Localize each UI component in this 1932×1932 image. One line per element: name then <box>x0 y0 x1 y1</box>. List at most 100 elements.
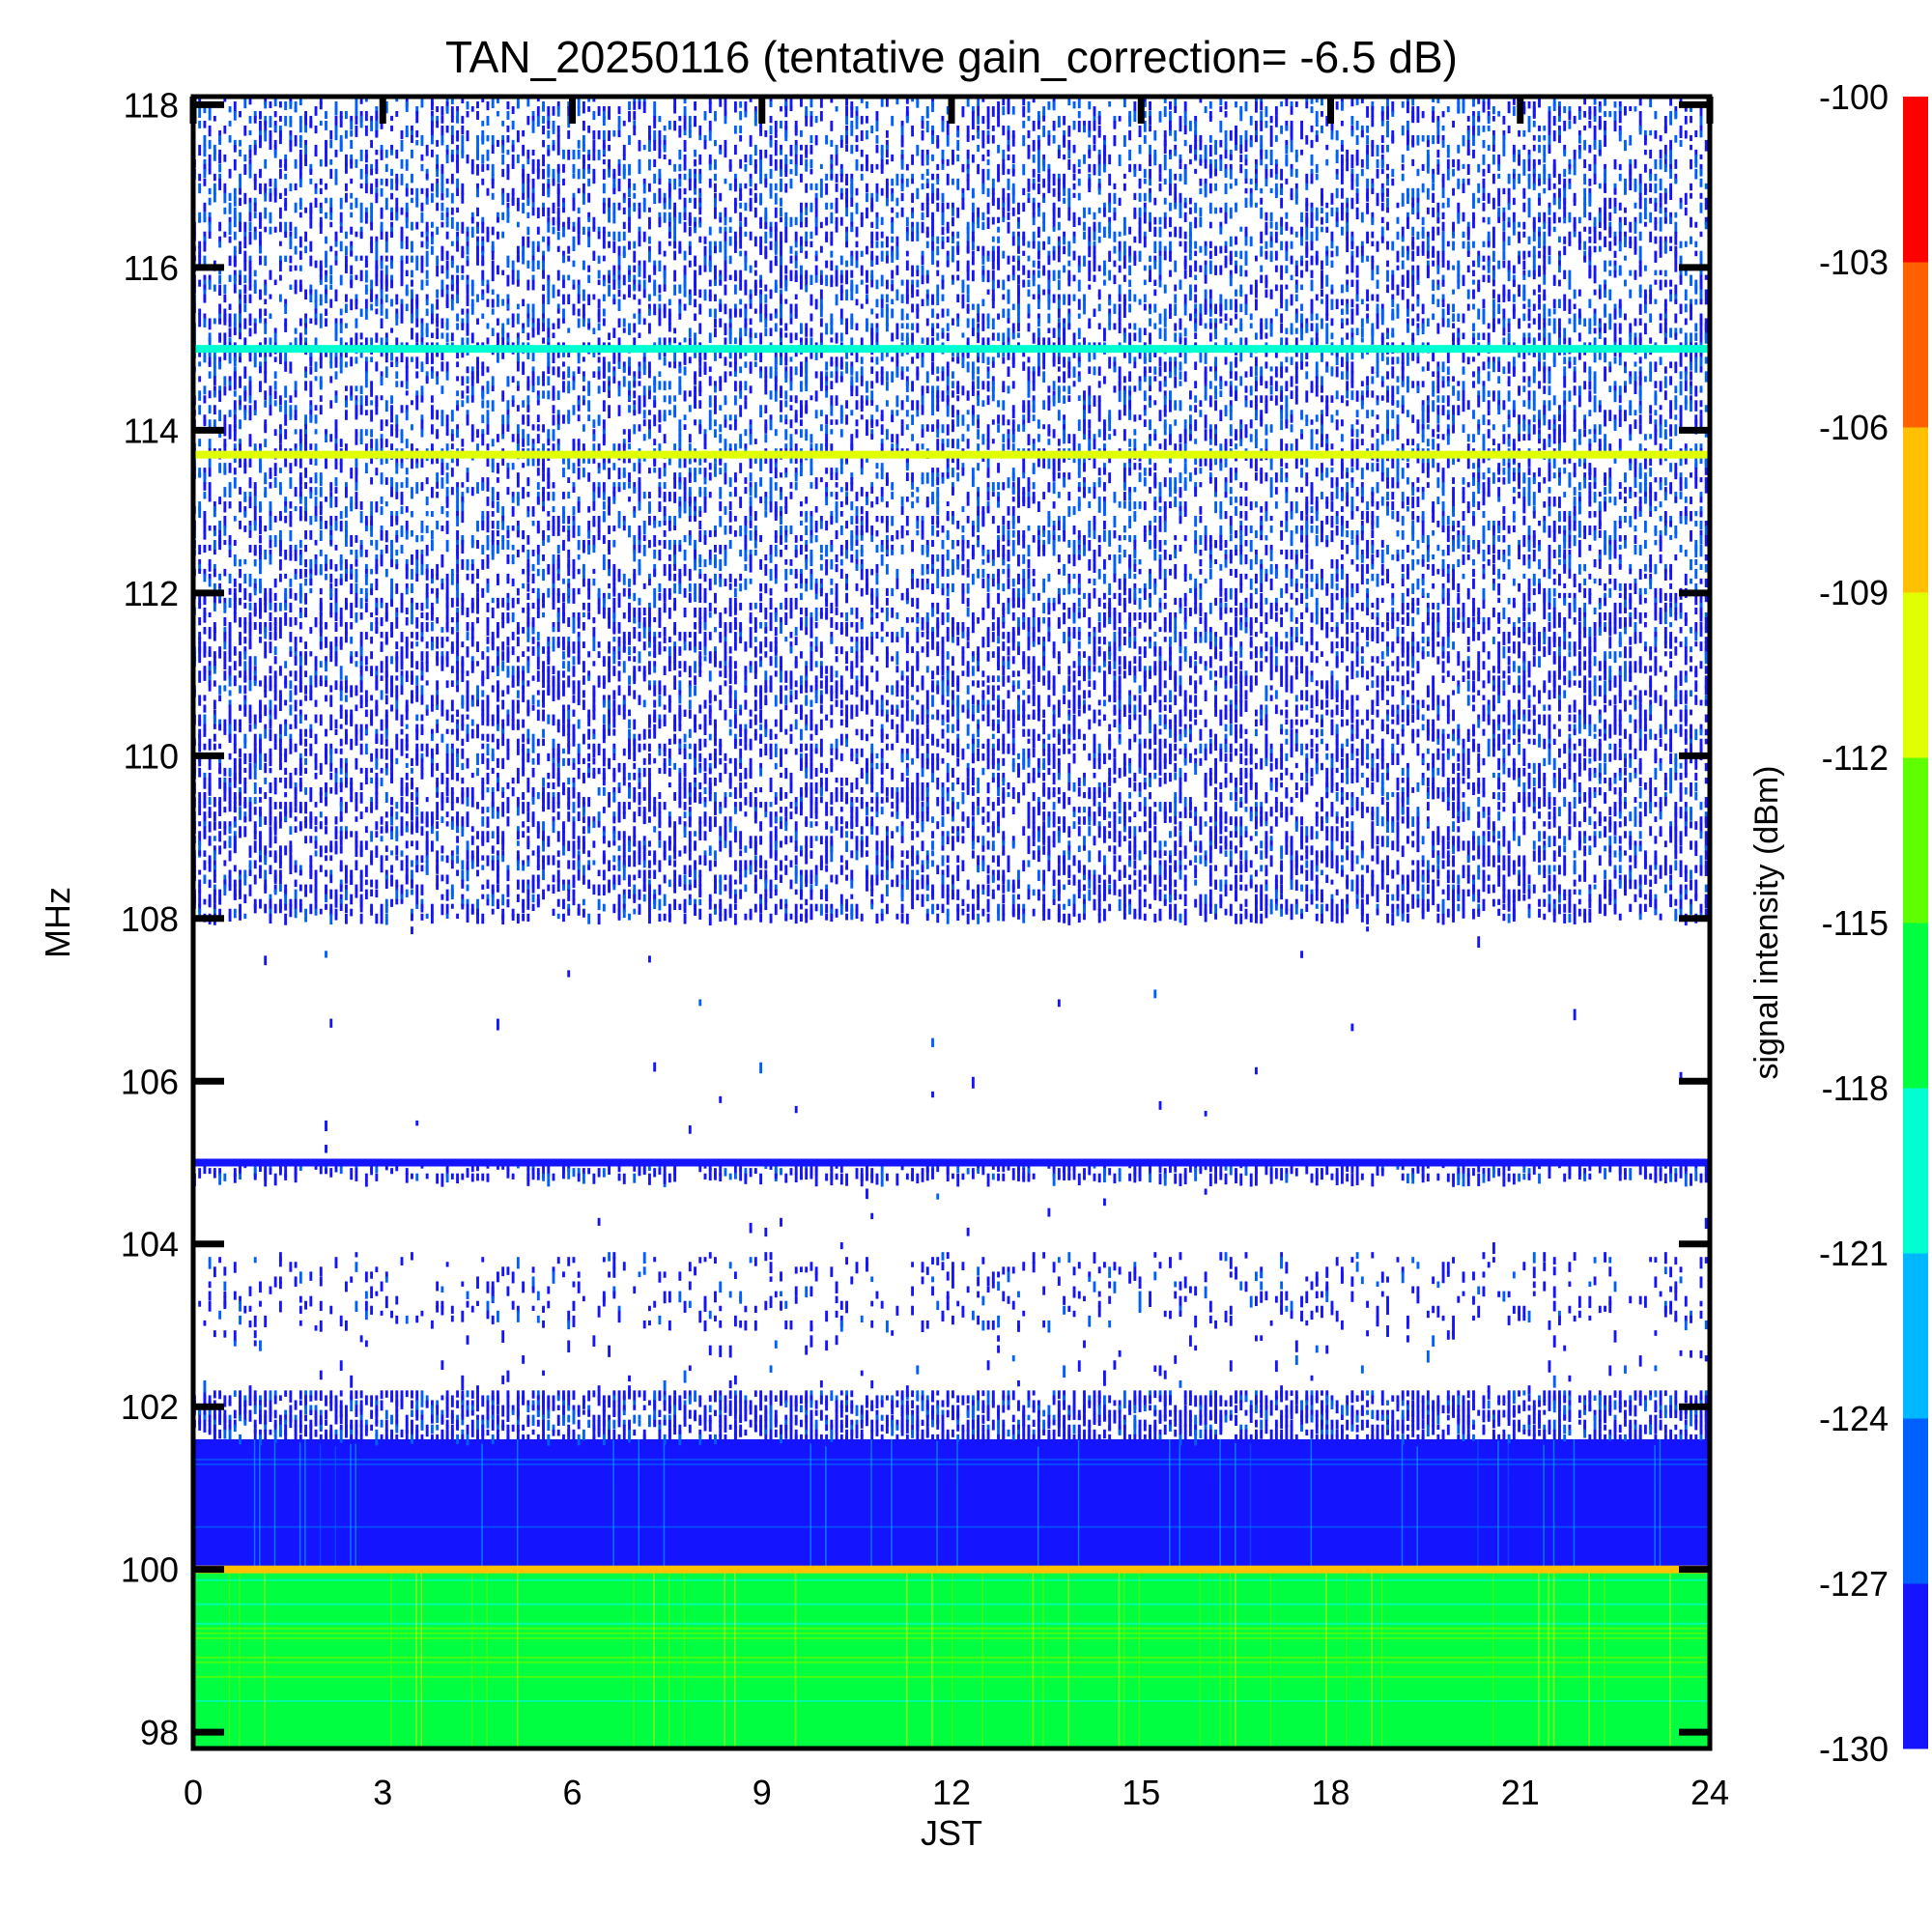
heatmap-cell <box>992 1271 995 1282</box>
heatmap-cell <box>1321 1430 1323 1435</box>
heatmap-region <box>193 593 1708 925</box>
heatmap-cell <box>886 612 889 621</box>
heatmap-cell <box>406 617 409 626</box>
heatmap-cell <box>805 627 808 635</box>
heatmap-cell <box>350 603 353 608</box>
heatmap-cell <box>390 1435 393 1442</box>
heatmap-cell <box>1432 637 1435 647</box>
heatmap-cell <box>557 641 560 648</box>
heatmap-cell <box>431 1321 434 1329</box>
heatmap-cell <box>628 617 631 622</box>
heatmap-cell <box>270 622 272 631</box>
heatmap-cell <box>1300 1425 1303 1432</box>
heatmap-cell <box>1442 1406 1445 1414</box>
heatmap-cell <box>1654 1406 1657 1413</box>
heatmap-cell <box>264 1316 267 1327</box>
heatmap-cell <box>689 1425 692 1434</box>
heatmap-cell <box>1184 1435 1187 1440</box>
heatmap-cell <box>876 612 879 618</box>
heatmap-cell <box>1037 1435 1040 1446</box>
heatmap-cell <box>1073 1168 1076 1179</box>
heatmap-cell <box>1037 1420 1040 1426</box>
heatmap-cell <box>532 1406 535 1411</box>
heatmap-cell <box>1214 598 1217 606</box>
heatmap-cell <box>270 1410 272 1422</box>
heatmap-cell <box>299 1296 302 1303</box>
heatmap-cell <box>1463 1174 1465 1187</box>
heatmap-cell <box>426 1400 429 1407</box>
heatmap-cell <box>1604 1435 1606 1439</box>
heatmap-cell <box>1047 1321 1050 1333</box>
heatmap-cell <box>810 1415 812 1427</box>
heatmap-cell <box>633 1174 636 1183</box>
heatmap-cell <box>1012 1415 1015 1423</box>
heatmap-cell <box>1073 1287 1076 1298</box>
heatmap-cell <box>1270 1400 1273 1409</box>
heatmap-cell <box>461 1435 464 1441</box>
heatmap-streak <box>1381 1570 1383 1748</box>
heatmap-cell <box>1047 637 1050 641</box>
heatmap-cell <box>795 1174 798 1182</box>
heatmap-cell <box>1680 1266 1683 1272</box>
heatmap-cell <box>476 603 479 614</box>
heatmap-cell <box>1033 1406 1036 1413</box>
heatmap-cell <box>395 617 398 629</box>
heatmap-cell <box>1255 1174 1258 1186</box>
heatmap-cell <box>942 617 945 625</box>
heatmap-cell <box>355 1168 357 1181</box>
heatmap-cell <box>1568 1281 1571 1287</box>
heatmap-cell <box>977 1266 980 1275</box>
heatmap-cell <box>1053 1435 1056 1443</box>
heatmap-cell <box>1169 637 1172 646</box>
heatmap-cell <box>1664 1174 1667 1183</box>
heatmap-cell <box>295 1276 298 1287</box>
heatmap-cell <box>724 627 727 637</box>
heatmap-cell <box>598 641 601 647</box>
heatmap-cell <box>370 612 373 617</box>
heatmap-cell <box>977 1168 980 1174</box>
heatmap-cell <box>492 641 495 650</box>
heatmap-cell <box>360 1390 363 1398</box>
heatmap-cell <box>223 1266 226 1275</box>
heatmap-cell <box>1078 1360 1081 1372</box>
heatmap-cell <box>325 1420 327 1426</box>
heatmap-cell <box>770 1296 773 1308</box>
heatmap-cell <box>1113 612 1116 624</box>
heatmap-cell <box>931 1257 934 1264</box>
heatmap-cell <box>734 1174 737 1179</box>
heatmap-cell <box>981 612 984 620</box>
heatmap-cell <box>1264 1292 1267 1301</box>
heatmap-cell <box>1472 1390 1475 1402</box>
heatmap-cell <box>956 637 959 645</box>
heatmap-cell <box>451 598 454 608</box>
heatmap-cell <box>775 1174 778 1179</box>
heatmap-cell <box>987 1287 990 1293</box>
heatmap-cell <box>1644 598 1647 604</box>
heatmap-cell <box>1664 1266 1667 1274</box>
heatmap-cell <box>517 627 520 635</box>
heatmap-cell <box>1518 1311 1520 1321</box>
heatmap-cell <box>1604 627 1606 632</box>
heatmap-cell <box>623 1430 626 1441</box>
heatmap-cell <box>881 1425 884 1432</box>
heatmap-cell <box>870 1380 873 1388</box>
heatmap-cell <box>1472 608 1475 617</box>
heatmap-cell <box>1386 622 1389 631</box>
heatmap-cell <box>567 1415 570 1423</box>
heatmap-cell <box>704 598 707 603</box>
heatmap-cell <box>1381 632 1384 641</box>
heatmap-cell <box>1518 617 1520 623</box>
heatmap-cell <box>436 1281 439 1291</box>
heatmap-cell <box>1139 1292 1142 1303</box>
heatmap-cell <box>1705 1355 1708 1361</box>
heatmap-cell <box>992 1390 995 1395</box>
heatmap-cell <box>780 1301 782 1311</box>
heatmap-cell <box>1053 1395 1056 1405</box>
heatmap-cell <box>1214 1435 1217 1445</box>
heatmap-cell <box>592 1174 595 1184</box>
heatmap-cell <box>1522 632 1525 643</box>
heatmap-cell <box>754 1306 757 1313</box>
heatmap-cell <box>724 1406 727 1413</box>
heatmap-cell <box>1346 608 1349 612</box>
heatmap-cell <box>840 612 843 617</box>
